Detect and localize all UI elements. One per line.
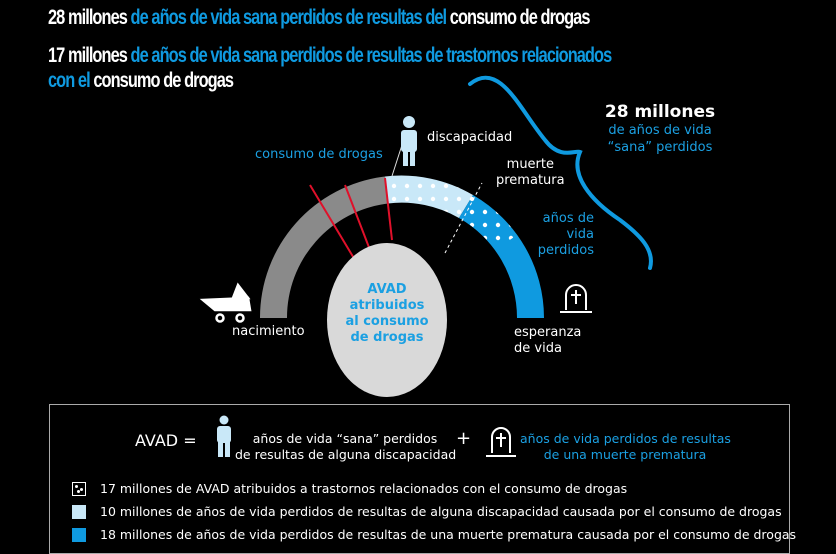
headline-1-middle: de años de vida sana perdidos de resulta…	[126, 6, 450, 29]
legend-text: 18 millones de años de vida perdidos de …	[100, 527, 797, 542]
blue-swatch-icon	[72, 527, 86, 542]
center-label-line: AVAD	[367, 282, 407, 297]
headline-2-line2-blue: con el	[48, 69, 94, 92]
legend-item-blue: 18 millones de años de vida perdidos de …	[72, 527, 796, 542]
person-icon	[401, 116, 417, 166]
label-esperanza-line: esperanza	[514, 325, 582, 340]
headline-2-line2-white: consumo de drogas	[93, 69, 234, 92]
legend-item-dotted: 17 millones de AVAD atribuidos a trastor…	[72, 481, 627, 496]
headline-2-number: 17 millones	[48, 44, 128, 67]
bracket-value: 28 millones	[604, 102, 716, 122]
label-consumo: consumo de drogas	[255, 147, 383, 162]
formula-term-2-line: años de vida perdidos de resultas	[520, 431, 731, 446]
legend-item-light-blue: 10 millones de años de vida perdidos de …	[72, 504, 782, 519]
bracket-text-line: “sana” perdidos	[607, 140, 713, 155]
label-discapacidad: discapacidad	[427, 130, 513, 145]
person-icon	[217, 415, 231, 457]
label-perdidos-line: perdidos	[537, 243, 594, 258]
label-muerte-line: muerte	[506, 157, 554, 172]
formula-avad: AVAD =	[135, 431, 197, 450]
formula-plus: +	[456, 428, 472, 449]
center-label-line: al consumo	[345, 314, 429, 329]
center-label: AVAD atribuidos al consumo de drogas	[337, 282, 437, 346]
label-vida-line: vida	[566, 227, 594, 242]
red-line	[344, 184, 371, 251]
label-muerte-prematura: muerte prematura	[496, 157, 565, 189]
headline-1-number: 28 millones	[48, 6, 128, 29]
headline-1: 28 millones de años de vida sana perdido…	[48, 5, 590, 30]
legend-box: AVAD = años de vida “sana” perdidos de re…	[49, 404, 796, 554]
label-de-vida-line: de vida	[514, 341, 562, 356]
light-blue-swatch-icon	[72, 504, 86, 519]
formula-term-1-line: de resultas de alguna discapacidad	[235, 447, 457, 462]
tombstone-icon	[486, 427, 516, 457]
formula-term-2: años de vida perdidos de resultas de una …	[520, 431, 731, 463]
label-anos-perdidos: años de vida perdidos	[530, 211, 594, 259]
dotted-swatch-icon	[72, 481, 86, 496]
formula-term-1-line: años de vida “sana” perdidos	[252, 431, 438, 446]
red-line	[309, 184, 356, 261]
arc-dotted-overlay	[385, 175, 517, 250]
label-anos-line: años de	[542, 211, 594, 226]
headline-1-end: consumo de drogas	[449, 6, 591, 29]
headline-2-middle: de años de vida sana perdidos de resulta…	[126, 44, 613, 67]
legend-text: 17 millones de AVAD atribuidos a trastor…	[100, 481, 628, 496]
pointer-line-dashed	[444, 182, 483, 254]
bracket-curve	[468, 75, 653, 270]
center-label-line: de drogas	[350, 330, 424, 345]
label-nacimiento: nacimiento	[232, 324, 305, 339]
center-circle	[327, 243, 447, 397]
label-prematura-line: prematura	[496, 173, 565, 188]
formula-term-2-line: de una muerte prematura	[543, 447, 707, 462]
stroller-icon	[199, 282, 252, 323]
headline-2: 17 millones de años de vida sana perdido…	[48, 43, 613, 93]
center-label-line: atribuidos	[349, 298, 425, 313]
bracket-label: 28 millones de años de vida “sana” perdi…	[590, 104, 730, 156]
formula-term-1: años de vida “sana” perdidos de resultas …	[235, 431, 457, 463]
tombstone-icon	[560, 284, 592, 313]
legend-text: 10 millones de años de vida perdidos de …	[100, 504, 782, 519]
bracket-text-line: de años de vida	[608, 123, 712, 138]
pointer-line	[391, 144, 403, 177]
label-esperanza: esperanza de vida	[514, 325, 581, 357]
red-line	[384, 177, 393, 241]
